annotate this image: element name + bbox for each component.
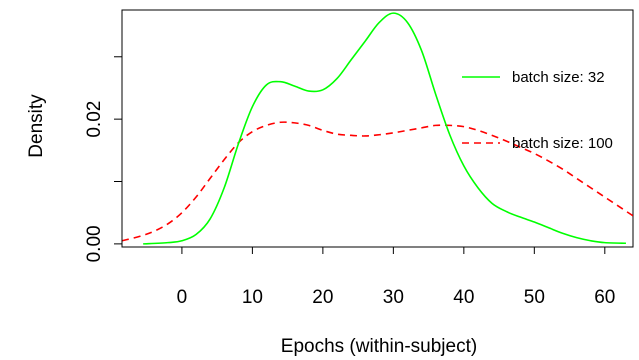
series-layer (122, 12, 633, 245)
x-tick-label: 20 (312, 287, 333, 308)
y-axis: 0.00 0.02 (84, 56, 123, 262)
x-tick-label: 60 (594, 287, 615, 308)
legend-label: batch size: 32 (512, 69, 605, 86)
legend: batch size: 32 batch size: 100 (462, 69, 613, 152)
x-tick-label: 0 (177, 287, 188, 308)
x-tick-label: 40 (453, 287, 474, 308)
x-axis-title: Epochs (within-subject) (281, 336, 477, 357)
x-axis: 0 10 20 30 40 50 60 (177, 247, 615, 308)
series-line-batch-32 (143, 12, 626, 245)
x-tick-label: 50 (524, 287, 545, 308)
y-tick-label: 0.00 (84, 225, 105, 262)
x-tick-label: 10 (242, 287, 263, 308)
x-tick-label: 30 (383, 287, 404, 308)
series-line-batch-100 (122, 121, 633, 242)
y-axis-title: Density (26, 94, 47, 158)
plot-frame (121, 9, 634, 248)
y-tick-label: 0.02 (84, 101, 105, 138)
legend-label: batch size: 100 (512, 135, 613, 152)
